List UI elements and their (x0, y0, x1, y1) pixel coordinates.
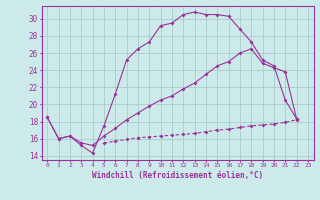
X-axis label: Windchill (Refroidissement éolien,°C): Windchill (Refroidissement éolien,°C) (92, 171, 263, 180)
